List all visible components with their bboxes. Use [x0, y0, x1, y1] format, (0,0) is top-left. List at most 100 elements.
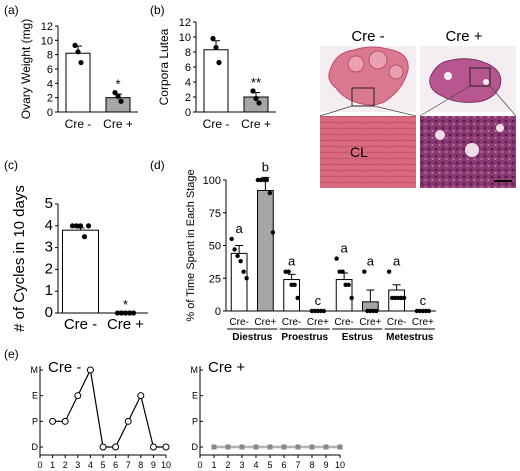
data-point [264, 177, 270, 183]
category-label: Cre+ [412, 317, 434, 328]
y-axis-label: Corpora Lutea [157, 28, 171, 105]
significance-letter: a [393, 254, 401, 269]
data-point [426, 308, 432, 314]
data-point [124, 417, 132, 425]
bar [257, 189, 274, 312]
y-tick-label: 100 [203, 175, 221, 187]
data-point [232, 247, 237, 252]
y-tick-label: 0 [185, 107, 191, 119]
zoom-line [319, 105, 353, 117]
data-point [130, 310, 137, 316]
category-label: Cre - [64, 316, 97, 333]
y-tick-label: 0 [45, 304, 53, 321]
x-tick-label: 0 [37, 460, 42, 470]
data-point [292, 282, 297, 287]
cl-label: CL [350, 144, 368, 160]
category-label: Cre - [65, 117, 92, 131]
data-point [114, 310, 121, 316]
y-tick-label: E [192, 391, 198, 401]
data-point [210, 35, 216, 42]
significance-marker: * [115, 77, 120, 92]
panel-label-e: (e) [4, 347, 19, 361]
histology-label-cre-minus: Cre - [351, 28, 384, 45]
ovary-weight-chart: 0 2 4 6 8 10 12 Ovary Weight (mg) Cre - Cre + * [19, 19, 138, 131]
category-label: Cre + [103, 117, 133, 131]
x-tick-label: 3 [239, 460, 244, 470]
y-tick-label: 4 [185, 77, 191, 89]
bar [62, 229, 99, 314]
data-point [126, 310, 133, 316]
panel-label-c: (c) [4, 158, 18, 172]
significance-letter: c [315, 293, 322, 308]
data-point [235, 253, 240, 259]
significance-letter: a [367, 254, 375, 269]
data-point [346, 282, 351, 287]
data-point [337, 444, 343, 450]
category-label: Cre- [282, 317, 301, 328]
significance-letter: c [420, 293, 427, 308]
cycle-line [52, 368, 166, 448]
data-point [74, 392, 82, 400]
y-tick-label: D [192, 442, 199, 452]
stage-time-chart: 0 25 50 75 100 % of Time Spent in Each Stage C… [185, 159, 436, 343]
data-point [323, 444, 329, 450]
y-tick-label: 0 [215, 306, 221, 318]
histology-panel: Cre - Cre + CL [319, 28, 517, 188]
y-tick-label: 2 [45, 260, 53, 277]
x-tick-label: 1 [211, 460, 216, 470]
y-tick-label: M [191, 365, 199, 375]
significance-letter: a [236, 221, 244, 236]
data-point [250, 88, 256, 94]
category-label: Cre- [387, 317, 406, 328]
data-point [73, 223, 80, 229]
follicle [483, 79, 489, 85]
data-point [253, 95, 259, 102]
data-point [374, 308, 379, 314]
y-axis-label: # of Cycles in 10 days [11, 185, 28, 332]
category-label: Cre - [203, 117, 230, 131]
data-point [239, 444, 245, 450]
data-point [238, 259, 243, 264]
data-point [244, 276, 249, 281]
y-tick-label: 6 [47, 64, 53, 76]
group-label: Metestrus [386, 332, 434, 343]
trace-title: Cre - [48, 359, 81, 376]
category-label: Cre+ [359, 317, 381, 328]
data-point [225, 444, 231, 450]
cycles-chart: 0 1 2 3 4 5 # of Cycles in 10 days Cre - Cre + * [11, 185, 148, 333]
histology-cre-minus-zoom [320, 116, 416, 188]
data-point [286, 269, 291, 274]
group-label: Estrus [342, 332, 374, 343]
y-axis-label: Ovary Weight (mg) [19, 19, 33, 119]
x-tick-label: 9 [323, 460, 328, 470]
corpora-lutea-chart: 0 2 4 6 8 10 12 Corpora Lutea Cre - Cre + ** [157, 17, 276, 131]
category-label: Cre+ [254, 317, 276, 328]
data-point [162, 443, 170, 451]
corpus-luteum [388, 64, 404, 80]
histology-label-cre-plus: Cre + [445, 28, 482, 45]
data-point [77, 223, 84, 229]
zoom-line [419, 85, 471, 117]
y-tick-label: 75 [209, 208, 221, 220]
x-tick-label: 4 [253, 460, 258, 470]
y-tick-label: 5 [45, 195, 53, 212]
significance-marker: ** [251, 75, 261, 90]
x-tick-label: 2 [225, 460, 230, 470]
y-tick-label: M [31, 365, 39, 375]
zoom-line [373, 105, 417, 117]
bar [388, 289, 405, 312]
category-label: Cre+ [307, 317, 329, 328]
bar [105, 97, 131, 113]
corpus-luteum [347, 55, 365, 73]
y-tick-label: 2 [47, 93, 53, 105]
x-tick-label: 3 [75, 460, 80, 470]
data-point [309, 444, 315, 450]
data-point [99, 443, 107, 451]
zoom-box [351, 87, 375, 107]
x-tick-label: 5 [100, 460, 105, 470]
y-tick-label: 50 [209, 241, 221, 253]
significance-letter: a [288, 254, 296, 269]
data-point [61, 417, 69, 425]
data-point [122, 310, 129, 316]
y-tick-label: 10 [179, 32, 191, 44]
